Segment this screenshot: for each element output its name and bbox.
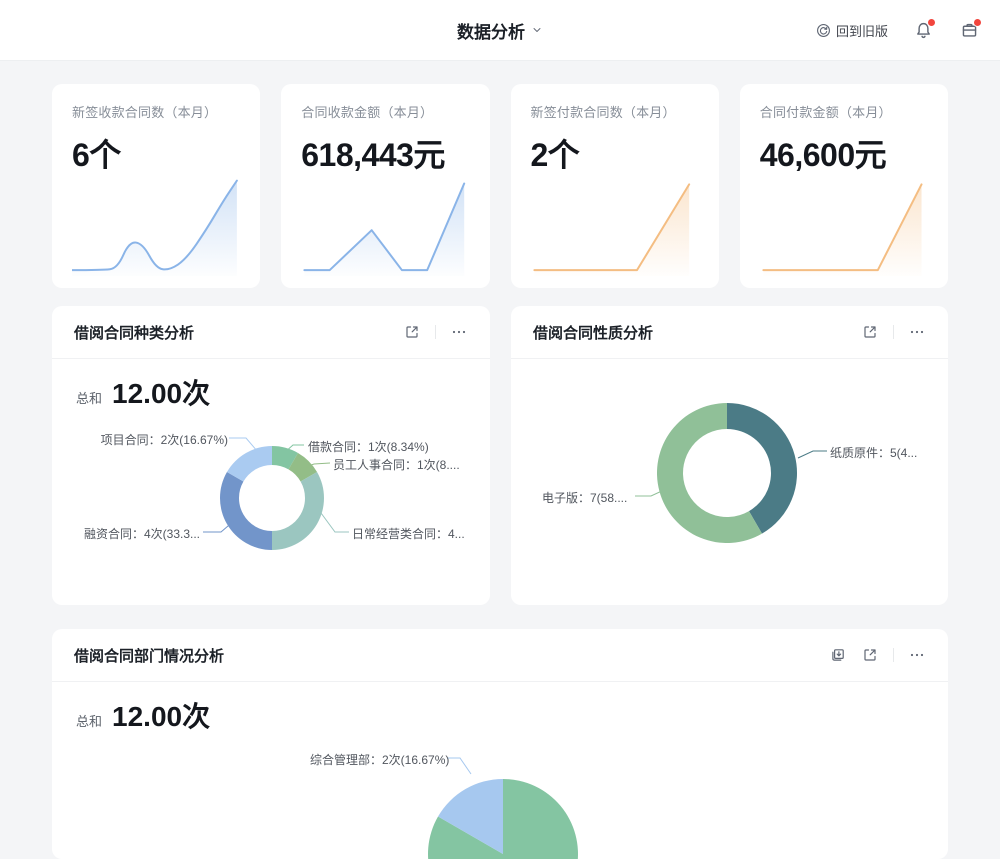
chevron-down-icon [533,28,541,32]
stat-label: 新签付款合同数（本月） [530,105,676,120]
stat-value: 618,443元 [301,137,445,173]
workbench-badge [973,18,982,27]
sum-value: 12.00次 [112,378,211,409]
chart-card-row: 借阅合同种类分析 总和 12.00次 [52,306,948,605]
expand-icon[interactable] [861,646,879,664]
back-to-old-version-link[interactable]: 回到旧版 [816,21,888,40]
sum-label: 总和 [76,714,103,729]
stat-card-receivable-amount[interactable]: 合同收款金额（本月） 618,443元 [281,84,490,288]
bell-icon [916,22,930,38]
pie-label-hr-contract: 员工人事合同：1次(8.... [333,458,460,472]
pie-label-electronic-version: 电子版：7(58.... [542,491,628,505]
pie-label-paper-original: 纸质原件：5(4... [830,446,918,460]
pie-label-general-management-dept: 综合管理部：2次(16.67%) [310,753,450,767]
notifications-button[interactable] [912,18,936,41]
stat-label: 合同付款金额（本月） [759,105,892,120]
card-contract-dept-analysis: 借阅合同部门情况分析 总和 12.0 [52,629,948,859]
back-link-label: 回到旧版 [835,23,888,39]
notification-badge [927,18,936,27]
sparkline-chart [531,171,699,276]
stat-label: 合同收款金额（本月） [301,105,434,120]
pie-label-project-contract: 项目合同：2次(16.67%) [100,433,228,447]
sum-label: 总和 [76,391,103,406]
stat-value: 2个 [530,137,580,173]
page-title-dropdown[interactable]: 数据分析 [457,18,543,43]
stat-value: 46,600元 [759,137,887,173]
briefcase-icon [962,23,976,37]
expand-icon[interactable] [861,323,879,341]
more-icon[interactable] [450,323,468,341]
stat-card-row: 新签收款合同数（本月） 6个 合同收款金额（本月） 618,443元 新签付款合… [52,84,948,288]
card-contract-type-analysis: 借阅合同种类分析 总和 12.00次 [52,306,490,605]
expand-icon[interactable] [403,323,421,341]
sum-value: 12.00次 [112,701,211,732]
top-bar: 数据分析 回到旧版 [0,0,1000,61]
more-icon[interactable] [908,323,926,341]
divider [893,648,894,662]
page-title: 数据分析 [457,22,525,42]
card-contract-nature-analysis: 借阅合同性质分析 纸质原件：5(4... 电子版：7(58.... [511,306,948,605]
more-icon[interactable] [908,646,926,664]
pie-label-daily-operation-contract: 日常经营类合同：4... [352,527,465,541]
stat-card-new-receivable-contracts[interactable]: 新签收款合同数（本月） 6个 [52,84,261,288]
divider [893,325,894,339]
card-title: 借阅合同部门情况分析 [74,647,225,665]
divider [435,325,436,339]
stat-value: 6个 [72,137,121,173]
download-icon[interactable] [829,646,847,664]
stat-card-payable-amount[interactable]: 合同付款金额（本月） 46,600元 [739,84,948,288]
stat-label: 新签收款合同数（本月） [72,105,218,120]
card-title: 借阅合同种类分析 [74,324,195,342]
sparkline-chart [301,171,469,276]
card-title: 借阅合同性质分析 [533,324,654,342]
pie-label-financing-contract: 融资合同：4次(33.3... [83,527,200,541]
stat-card-new-payable-contracts[interactable]: 新签付款合同数（本月） 2个 [510,84,719,288]
sparkline-chart [760,171,928,276]
sparkline-chart [72,171,240,276]
restore-icon [817,23,830,37]
workbench-button[interactable] [958,18,982,41]
pie-label-loan-contract: 借款合同：1次(8.34%) [308,440,429,454]
